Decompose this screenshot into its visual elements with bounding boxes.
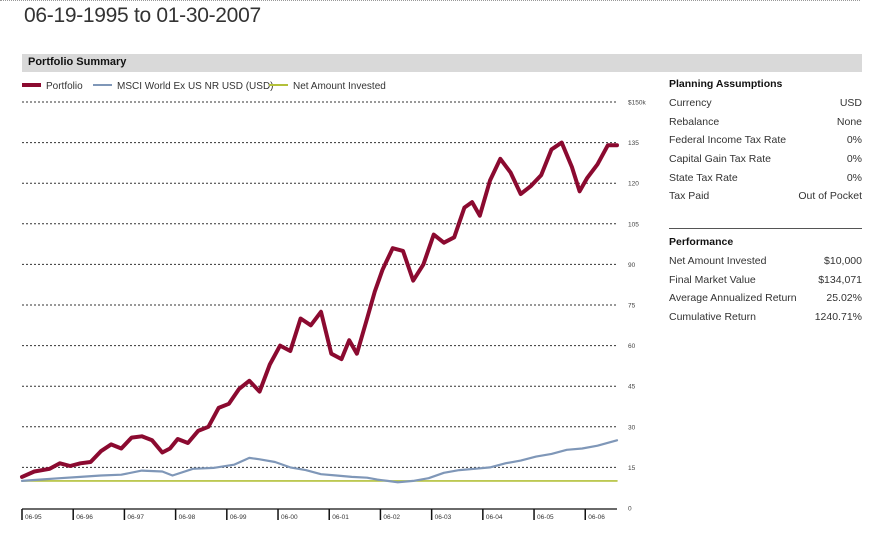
performance-row-net-invested: Net Amount Invested $10,000 <box>669 252 862 271</box>
x-tick-label: 06-05 <box>537 514 554 521</box>
planning-row-rebalance: Rebalance None <box>669 113 862 132</box>
performance-panel: Performance Net Amount Invested $10,000 F… <box>669 236 862 327</box>
y-tick-label: 120 <box>628 181 639 188</box>
planning-value: 0% <box>846 171 862 184</box>
performance-value: 25.02% <box>826 292 862 305</box>
performance-label: Cumulative Return <box>669 311 756 324</box>
legend-swatch-portfolio <box>22 83 41 88</box>
panel-divider <box>669 228 862 229</box>
planning-label: Federal Income Tax Rate <box>669 134 787 147</box>
planning-row-tax-paid: Tax Paid Out of Pocket <box>669 187 862 206</box>
x-tick-label: 06-99 <box>230 514 247 521</box>
planning-value: Out of Pocket <box>798 190 862 203</box>
planning-row-currency: Currency USD <box>669 94 862 113</box>
planning-label: Rebalance <box>669 115 720 128</box>
top-dotted-rule <box>0 0 860 1</box>
y-tick-label: 75 <box>628 303 636 310</box>
planning-row-federal-tax: Federal Income Tax Rate 0% <box>669 131 862 150</box>
legend-label-msci: MSCI World Ex US NR USD (USD) <box>117 81 274 92</box>
y-tick-label: 45 <box>628 384 636 391</box>
y-tick-label: 60 <box>628 343 636 350</box>
portfolio-summary-title: Portfolio Summary <box>28 56 127 68</box>
performance-label: Final Market Value <box>669 273 756 286</box>
planning-label: State Tax Rate <box>669 171 738 184</box>
legend-swatch-net-invested <box>269 84 288 87</box>
performance-value: $134,071 <box>818 273 862 286</box>
portfolio-summary-header: Portfolio Summary <box>22 54 862 72</box>
performance-value: $10,000 <box>824 255 862 267</box>
planning-label: Currency <box>669 97 712 109</box>
planning-assumptions-panel: Planning Assumptions Currency USD Rebalan… <box>669 78 862 206</box>
planning-value: None <box>836 115 862 128</box>
performance-value: 1240.71% <box>814 311 862 324</box>
legend-swatch-msci <box>93 84 112 87</box>
chart-gridlines <box>22 101 617 468</box>
performance-row-annualized-return: Average Annualized Return 25.02% <box>669 289 862 308</box>
legend-label-portfolio: Portfolio <box>46 81 83 92</box>
y-tick-label: 90 <box>628 262 636 269</box>
chart-x-axis: 06-95 06-96 06-97 06-98 06-99 06-00 06-01 06-02… <box>21 508 617 521</box>
planning-assumptions-title: Planning Assumptions <box>669 78 783 90</box>
x-tick-label: 06-95 <box>25 514 42 521</box>
series-line-portfolio <box>20 140 619 479</box>
planning-value: 0% <box>846 153 862 166</box>
y-tick-label: 15 <box>628 465 636 472</box>
planning-label: Capital Gain Tax Rate <box>669 153 771 166</box>
x-tick-label: 06-02 <box>383 514 400 521</box>
x-tick-label: 06-01 <box>332 514 349 521</box>
planning-value: 0% <box>846 134 862 147</box>
planning-row-capital-gain-tax: Capital Gain Tax Rate 0% <box>669 150 862 169</box>
planning-row-state-tax: State Tax Rate 0% <box>669 169 862 188</box>
date-range-title: 06-19-1995 to 01-30-2007 <box>24 4 261 27</box>
portfolio-line-chart: 06-95 06-96 06-97 06-98 06-99 06-00 06-01 06-02… <box>20 100 646 521</box>
x-tick-label: 06-97 <box>127 514 144 521</box>
legend-item-net-invested: Net Amount Invested <box>269 81 386 92</box>
x-tick-label: 06-98 <box>179 514 196 521</box>
planning-value: USD <box>839 97 862 109</box>
y-tick-label: 30 <box>628 424 636 431</box>
x-tick-label: 06-96 <box>76 514 93 521</box>
performance-row-cumulative-return: Cumulative Return 1240.71% <box>669 308 862 327</box>
performance-label: Average Annualized Return <box>669 292 797 305</box>
legend-item-portfolio: Portfolio <box>22 81 83 92</box>
x-tick-label: 06-04 <box>486 514 503 521</box>
performance-label: Net Amount Invested <box>669 255 767 267</box>
chart-y-tick-labels: 0 15 30 45 60 75 90 105 120 135 $150k <box>628 100 646 513</box>
legend-label-net-invested: Net Amount Invested <box>293 81 386 92</box>
x-tick-label: 06-06 <box>588 514 605 521</box>
performance-row-final-value: Final Market Value $134,071 <box>669 271 862 290</box>
legend-item-msci: MSCI World Ex US NR USD (USD) <box>93 81 274 92</box>
x-tick-label: 06-03 <box>435 514 452 521</box>
chart-series-lines <box>20 140 619 484</box>
x-tick-label: 06-00 <box>281 514 298 521</box>
performance-title: Performance <box>669 236 734 248</box>
y-tick-label: 135 <box>628 140 639 147</box>
y-tick-label: 0 <box>628 506 632 513</box>
y-tick-label: 105 <box>628 221 639 228</box>
series-line-msci <box>20 439 619 484</box>
y-tick-label: $150k <box>628 100 646 107</box>
planning-label: Tax Paid <box>669 190 710 203</box>
